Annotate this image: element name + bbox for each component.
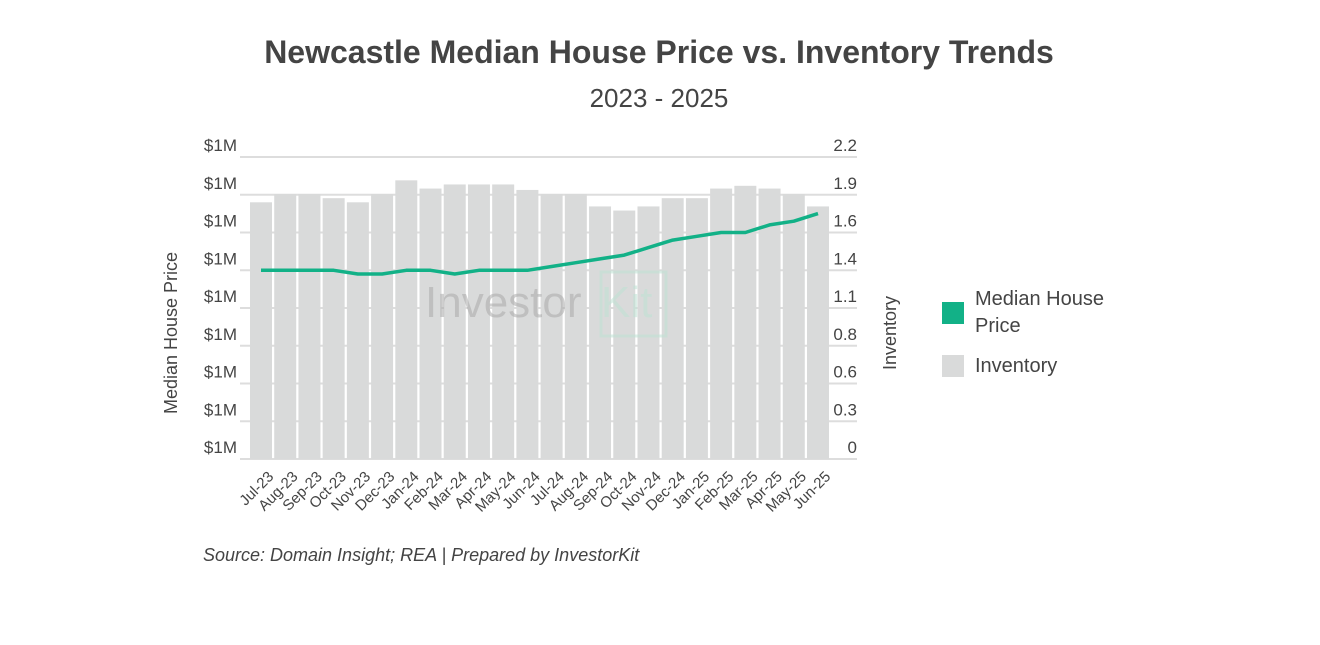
- inventory-bar: [807, 206, 829, 459]
- right-tick-label: 2.2: [833, 136, 857, 155]
- right-axis-ticks: 0 0.3 0.6 0.8 1.1 1.4 1.6 1.9 2.2: [833, 136, 857, 457]
- inventory-bar: [443, 184, 466, 460]
- inventory-bar: [685, 198, 708, 459]
- legend-item-inventory[interactable]: Inventory: [942, 355, 1057, 377]
- inventory-bar: [395, 180, 418, 459]
- inventory-bar: [250, 202, 272, 460]
- inventory-bar: [467, 184, 490, 460]
- left-axis-ticks: $1M $1M $1M $1M $1M $1M $1M $1M $1M: [204, 136, 237, 457]
- left-tick-label: $1M: [204, 249, 237, 268]
- legend: Median House Price Inventory: [942, 288, 1104, 377]
- median-price-line: [261, 211, 819, 276]
- inventory-bar: [346, 202, 369, 460]
- right-tick-label: 1.1: [833, 287, 857, 306]
- inventory-bar: [540, 194, 563, 459]
- inventory-bar: [758, 188, 781, 459]
- left-tick-label: $1M: [204, 136, 237, 155]
- right-tick-label: 0.6: [833, 363, 857, 382]
- right-tick-label: 0.3: [833, 400, 857, 419]
- inventory-bar: [274, 194, 297, 459]
- legend-label-inventory: Inventory: [975, 355, 1057, 377]
- left-tick-label: $1M: [204, 438, 237, 457]
- right-tick-label: 1.9: [833, 174, 857, 193]
- right-tick-label: 0.8: [833, 325, 857, 344]
- inventory-bar: [492, 184, 515, 460]
- legend-item-median-house-price[interactable]: Median House Price: [942, 288, 1104, 337]
- left-tick-label: $1M: [204, 363, 237, 382]
- right-axis-label: Inventory: [880, 296, 900, 370]
- inventory-bar: [298, 194, 321, 459]
- left-tick-label: $1M: [204, 400, 237, 419]
- chart-subtitle: 2023 - 2025: [590, 83, 729, 113]
- svg-text:Kit: Kit: [601, 278, 652, 327]
- inventory-bar: [419, 188, 442, 459]
- inventory-bar: [322, 198, 345, 459]
- inventory-bar: [782, 194, 805, 459]
- inventory-bar: [516, 189, 539, 460]
- left-tick-label: $1M: [204, 287, 237, 306]
- right-tick-label: 1.6: [833, 212, 857, 231]
- left-axis-label: Median House Price: [161, 252, 181, 414]
- legend-swatch-median-house-price: [942, 302, 964, 324]
- chart-title: Newcastle Median House Price vs. Invento…: [264, 34, 1054, 70]
- watermark-logo: Investor Kit: [425, 270, 668, 338]
- source-note: Source: Domain Insight; REA | Prepared b…: [203, 545, 640, 565]
- right-tick-label: 0: [848, 438, 857, 457]
- left-tick-label: $1M: [204, 174, 237, 193]
- legend-label-median-house-price: Median House Price: [975, 288, 1104, 337]
- inventory-bar: [734, 185, 757, 459]
- left-tick-label: $1M: [204, 212, 237, 231]
- inventory-bar: [371, 194, 394, 459]
- svg-text:Investor: Investor: [425, 278, 582, 327]
- right-tick-label: 1.4: [833, 249, 857, 268]
- left-tick-label: $1M: [204, 325, 237, 344]
- inventory-bar: [661, 198, 684, 459]
- inventory-bar: [637, 206, 660, 459]
- inventory-bar: [710, 188, 733, 459]
- inventory-bars: [250, 180, 829, 460]
- x-axis-ticks: Jul-23Aug-23Sep-23Oct-23Nov-23Dec-23Jan-…: [236, 468, 834, 515]
- legend-swatch-inventory: [942, 355, 964, 377]
